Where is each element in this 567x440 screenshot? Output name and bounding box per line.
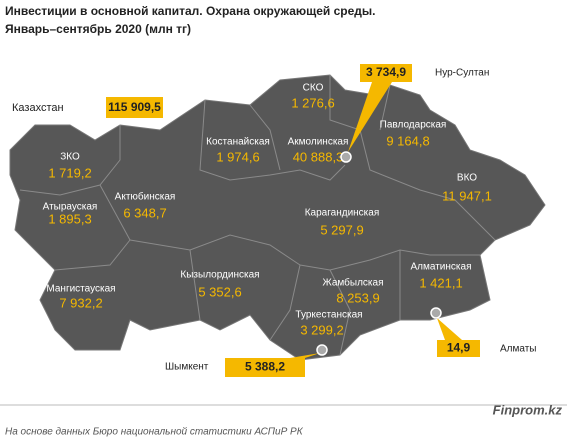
region-name: Туркестанская bbox=[295, 310, 362, 321]
city-name: Шымкент bbox=[165, 362, 209, 373]
region-name: Акмолинская bbox=[288, 137, 349, 148]
region-value: 7 932,2 bbox=[59, 295, 102, 310]
region-name: СКО bbox=[303, 83, 324, 94]
region-value: 5 352,6 bbox=[198, 284, 241, 299]
city-name: Нур-Султан bbox=[435, 68, 489, 79]
source: На основе данных Бюро национальной стати… bbox=[5, 427, 304, 438]
city-dot bbox=[316, 344, 328, 356]
callout-box bbox=[437, 340, 480, 357]
region-name: Павлодарская bbox=[380, 120, 447, 131]
city-value: 5 388,2 bbox=[245, 360, 285, 374]
region-value: 8 253,9 bbox=[336, 290, 379, 305]
map bbox=[9, 74, 546, 361]
region-name: Жамбылская bbox=[323, 277, 384, 289]
callout-pointer bbox=[290, 353, 320, 358]
region-name: Актюбинская bbox=[115, 191, 176, 203]
region-name: Мангистауская bbox=[46, 284, 115, 295]
region-value: 6 348,7 bbox=[123, 205, 166, 220]
city-value: 14,9 bbox=[447, 341, 471, 355]
callout-pointer bbox=[348, 82, 392, 152]
region-value: 1 276,6 bbox=[291, 95, 334, 110]
region-value: 9 164,8 bbox=[386, 133, 429, 148]
region-name: ВКО bbox=[457, 173, 477, 184]
title: Инвестиции в основной капитал. Охрана ок… bbox=[5, 4, 376, 18]
region-value: 3 299,2 bbox=[300, 322, 343, 337]
brand: Finprom.kz bbox=[493, 402, 563, 417]
region-value: 40 888,3 bbox=[293, 149, 344, 164]
total-box bbox=[106, 97, 163, 118]
region-value: 1 895,3 bbox=[48, 211, 91, 226]
city-name: Алматы bbox=[500, 344, 537, 355]
subtitle: Январь–сентябрь 2020 (млн тг) bbox=[5, 22, 191, 36]
region-name: ЗКО bbox=[60, 152, 80, 163]
total-label: Казахстан bbox=[12, 102, 64, 114]
region-name: Костанайская bbox=[206, 137, 270, 148]
city-dot bbox=[430, 307, 442, 319]
region-value: 5 297,9 bbox=[320, 222, 363, 237]
total-value: 115 909,5 bbox=[108, 100, 161, 114]
region-borders bbox=[19, 75, 496, 356]
callout-box bbox=[225, 358, 305, 377]
region-name: Карагандинская bbox=[305, 208, 380, 219]
region-value: 1 719,2 bbox=[48, 165, 91, 180]
region-name: Атырауская bbox=[43, 202, 98, 213]
city-dot bbox=[340, 151, 352, 163]
region-value: 1 974,6 bbox=[216, 149, 259, 164]
region-value: 11 947,1 bbox=[442, 188, 492, 203]
callout-pointer bbox=[437, 318, 462, 340]
callout-box bbox=[360, 64, 412, 82]
region-value: 1 421,1 bbox=[419, 275, 462, 290]
region-name: Кызылординская bbox=[180, 270, 259, 281]
city-value: 3 734,9 bbox=[366, 65, 406, 79]
region-name: Алматинская bbox=[411, 262, 472, 273]
